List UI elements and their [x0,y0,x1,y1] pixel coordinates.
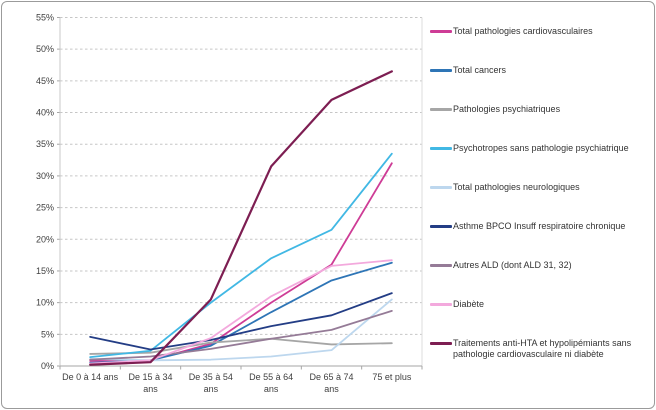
legend-label: Total pathologies neurologiques [453,182,580,192]
legend-line-swatch [430,69,452,72]
line-chart-plot-area: 0% 5% 10% 15% 20% 25% 30% 35% 40% 45% 50% 55% De 0 à… [36,13,423,394]
svg-text:25%: 25% [36,203,54,213]
legend-label: Asthme BPCO Insuff respiratoire chroniqu… [453,221,626,231]
legend-item-total-pathologies-neurologiques: Total pathologies neurologiques [430,182,652,193]
legend-label: Total cancers [453,65,507,75]
svg-text:50%: 50% [36,44,54,54]
svg-text:15%: 15% [36,266,54,276]
svg-text:De 0 à 14 ans: De 0 à 14 ans [62,372,119,382]
chart-legend: Total pathologies cardiovasculaires Tota… [430,26,652,360]
legend-line-swatch [430,225,452,228]
legend-line-swatch [430,108,452,111]
legend-item-asthme-bpco-insuff-respiratoire-chronique: Asthme BPCO Insuff respiratoire chroniqu… [430,221,652,232]
svg-text:35%: 35% [36,139,54,149]
legend-line-swatch [430,264,452,267]
svg-text:45%: 45% [36,76,54,86]
legend-item-total-pathologies-cardiovasculaires: Total pathologies cardiovasculaires [430,26,652,37]
legend-line-swatch [430,303,452,306]
legend-item-total-cancers: Total cancers [430,65,652,76]
legend-label: Autres ALD (dont ALD 31, 32) [453,260,572,270]
legend-item-pathologies-psychiatriques: Pathologies psychiatriques [430,104,652,115]
legend-label: Psychotropes sans pathologie psychiatriq… [453,143,629,153]
legend-line-swatch [430,186,452,189]
svg-text:55%: 55% [36,13,54,23]
legend-line-swatch [430,147,452,150]
legend-label: Traitements anti-HTA et hypolipémiants s… [453,338,632,359]
legend-item-traitements-anti-hta-et-hypolipemiants: Traitements anti-HTA et hypolipémiants s… [430,338,652,360]
legend-label: Diabète [453,299,485,309]
legend-item-diabete: Diabète [430,299,652,310]
svg-text:75 et plus: 75 et plus [372,372,412,382]
legend-line-swatch [430,30,452,33]
svg-text:5%: 5% [41,329,54,339]
legend-item-psychotropes-sans-pathologie-psychiatrique: Psychotropes sans pathologie psychiatriq… [430,143,652,154]
svg-text:30%: 30% [36,171,54,181]
legend-label: Pathologies psychiatriques [453,104,561,114]
svg-text:20%: 20% [36,234,54,244]
legend-item-autres-ald: Autres ALD (dont ALD 31, 32) [430,260,652,271]
legend-line-swatch [430,342,452,345]
legend-label: Total pathologies cardiovasculaires [453,26,593,36]
svg-text:40%: 40% [36,108,54,118]
svg-text:10%: 10% [36,298,54,308]
svg-text:0%: 0% [41,361,54,371]
